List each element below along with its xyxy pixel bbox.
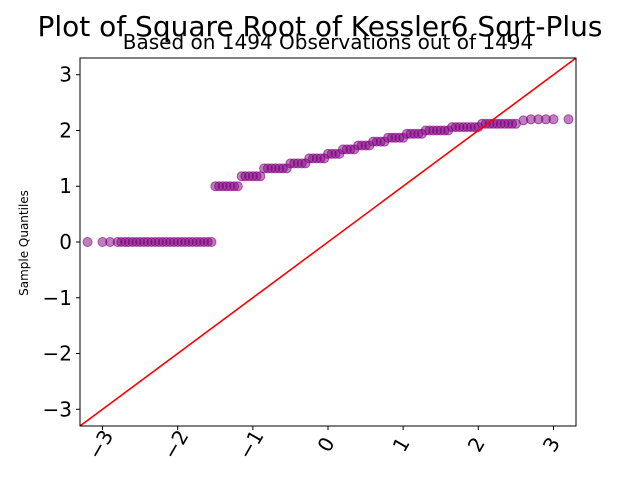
x-tick-label: 3 <box>538 433 565 456</box>
y-tick-label: 3 <box>59 63 72 87</box>
y-tick-label: −1 <box>43 286 72 310</box>
x-axis: −3 −2 −1 0 1 2 3 <box>83 426 565 464</box>
chart-subtitle: Based on 1494 Observations out of 1494 <box>123 30 534 54</box>
x-tick-label: 2 <box>463 433 490 456</box>
x-tick-label: 1 <box>388 433 415 456</box>
data-point <box>82 237 93 247</box>
data-point <box>206 237 217 247</box>
x-tick-label: −2 <box>158 426 194 464</box>
reference-line-layer <box>80 58 576 426</box>
y-axis-label: Sample Quantiles <box>17 190 31 296</box>
chart-title: Plot of Square Root of Kessler6 Sqrt-Plu… <box>37 10 602 43</box>
points-layer <box>82 114 574 247</box>
data-point <box>563 114 574 125</box>
x-tick-label: −1 <box>233 426 269 464</box>
y-tick-label: 0 <box>59 230 72 254</box>
plot-area <box>80 58 576 426</box>
x-tick-label: −3 <box>83 426 119 464</box>
y-tick-label: 2 <box>59 118 72 142</box>
data-point <box>232 181 243 192</box>
y-tick-label: 1 <box>59 174 72 198</box>
x-tick-label: 0 <box>312 433 339 456</box>
reference-line <box>80 58 576 426</box>
data-point <box>548 114 559 125</box>
y-tick-label: −2 <box>43 342 72 366</box>
y-axis: −3 −2 −1 0 1 2 3 <box>43 63 80 421</box>
y-tick-label: −3 <box>43 397 72 421</box>
